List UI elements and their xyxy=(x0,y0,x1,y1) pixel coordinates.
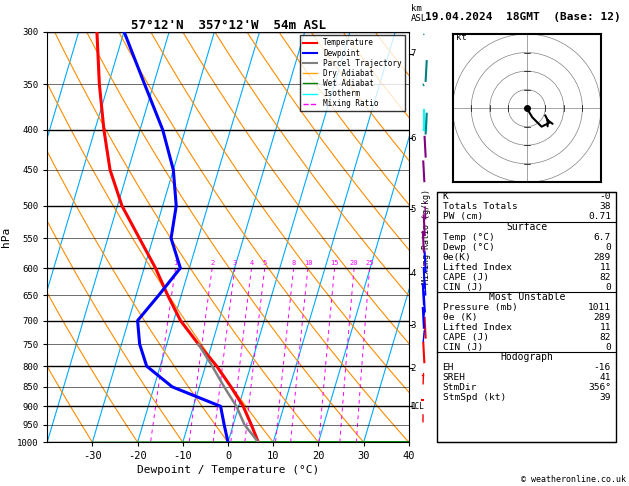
Y-axis label: hPa: hPa xyxy=(1,227,11,247)
Text: 6: 6 xyxy=(411,134,416,142)
X-axis label: Dewpoint / Temperature (°C): Dewpoint / Temperature (°C) xyxy=(137,466,319,475)
Text: 82: 82 xyxy=(599,332,611,342)
Text: PW (cm): PW (cm) xyxy=(443,212,483,222)
Text: θe (K): θe (K) xyxy=(443,312,477,322)
Text: 1: 1 xyxy=(174,260,178,266)
Text: SREH: SREH xyxy=(443,373,465,382)
Text: 3: 3 xyxy=(411,321,416,330)
Text: θe(K): θe(K) xyxy=(443,253,471,261)
Text: 82: 82 xyxy=(599,273,611,281)
Text: 0: 0 xyxy=(605,243,611,252)
Text: 41: 41 xyxy=(599,373,611,382)
Text: 0.71: 0.71 xyxy=(588,212,611,222)
Text: Hodograph: Hodograph xyxy=(500,352,554,362)
Text: kt: kt xyxy=(457,33,467,42)
Text: 289: 289 xyxy=(594,312,611,322)
Text: StmSpd (kt): StmSpd (kt) xyxy=(443,393,506,402)
Text: 356°: 356° xyxy=(588,382,611,392)
Text: 38: 38 xyxy=(599,203,611,211)
Text: 289: 289 xyxy=(594,253,611,261)
Text: 10: 10 xyxy=(304,260,312,266)
Text: CAPE (J): CAPE (J) xyxy=(443,332,489,342)
Text: -0: -0 xyxy=(599,192,611,202)
Text: 1011: 1011 xyxy=(588,303,611,312)
Text: 1: 1 xyxy=(411,402,416,411)
Text: 2: 2 xyxy=(411,364,416,373)
Text: 0: 0 xyxy=(605,343,611,352)
Legend: Temperature, Dewpoint, Parcel Trajectory, Dry Adiabat, Wet Adiabat, Isotherm, Mi: Temperature, Dewpoint, Parcel Trajectory… xyxy=(301,35,405,111)
Text: 7: 7 xyxy=(411,49,416,58)
Text: 39: 39 xyxy=(599,393,611,402)
Text: Lifted Index: Lifted Index xyxy=(443,323,511,331)
Text: © weatheronline.co.uk: © weatheronline.co.uk xyxy=(521,474,626,484)
Text: EH: EH xyxy=(443,363,454,372)
Text: Pressure (mb): Pressure (mb) xyxy=(443,303,517,312)
Text: Most Unstable: Most Unstable xyxy=(489,292,565,302)
Text: Surface: Surface xyxy=(506,222,547,232)
Text: 4: 4 xyxy=(411,269,416,278)
Text: StmDir: StmDir xyxy=(443,382,477,392)
Text: 20: 20 xyxy=(350,260,359,266)
Text: 11: 11 xyxy=(599,262,611,272)
Text: Totals Totals: Totals Totals xyxy=(443,203,517,211)
Text: 5: 5 xyxy=(263,260,267,266)
Text: 4: 4 xyxy=(249,260,253,266)
Text: 2: 2 xyxy=(210,260,214,266)
Text: 15: 15 xyxy=(330,260,339,266)
Text: 11: 11 xyxy=(599,323,611,331)
Text: 8: 8 xyxy=(292,260,296,266)
Text: CIN (J): CIN (J) xyxy=(443,282,483,292)
Text: 5: 5 xyxy=(411,205,416,214)
Text: 19.04.2024  18GMT  (Base: 12): 19.04.2024 18GMT (Base: 12) xyxy=(425,12,620,22)
Text: 25: 25 xyxy=(365,260,374,266)
Text: km
ASL: km ASL xyxy=(411,4,427,23)
Text: Dewp (°C): Dewp (°C) xyxy=(443,243,494,252)
Text: Mixing Ratio (g/kg): Mixing Ratio (g/kg) xyxy=(421,190,430,284)
Text: CAPE (J): CAPE (J) xyxy=(443,273,489,281)
Text: K: K xyxy=(443,192,448,202)
Text: CIN (J): CIN (J) xyxy=(443,343,483,352)
Text: Temp (°C): Temp (°C) xyxy=(443,232,494,242)
Title: 57°12'N  357°12'W  54m ASL: 57°12'N 357°12'W 54m ASL xyxy=(130,18,326,32)
Text: LCL: LCL xyxy=(411,402,425,411)
Text: 6.7: 6.7 xyxy=(594,232,611,242)
Text: 0: 0 xyxy=(605,282,611,292)
Text: 3: 3 xyxy=(233,260,237,266)
Text: Lifted Index: Lifted Index xyxy=(443,262,511,272)
Text: -16: -16 xyxy=(594,363,611,372)
